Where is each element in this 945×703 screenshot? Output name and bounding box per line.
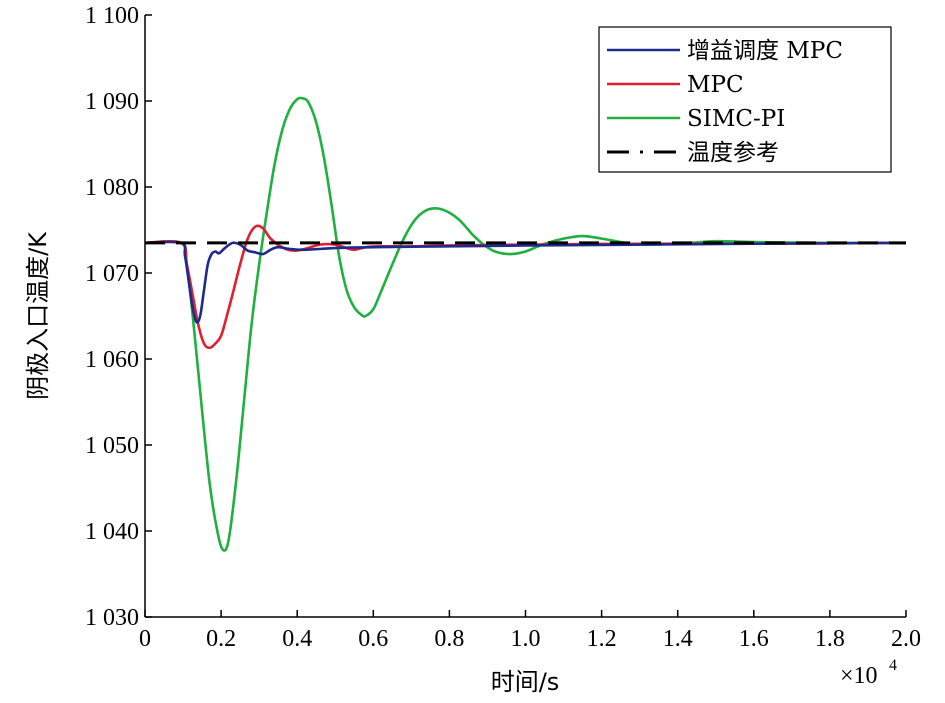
y-tick-label: 1 090 — [85, 89, 139, 115]
y-axis-title: 阴极入口温度/K — [24, 231, 52, 400]
x-tick-label: 1.6 — [739, 626, 769, 652]
y-tick-label: 1 070 — [85, 261, 139, 287]
y-tick-label: 1 100 — [85, 3, 139, 29]
legend-label-2: SIMC-PI — [687, 106, 785, 132]
x-multiplier-base: ×10 — [840, 663, 878, 689]
x-tick-label: 0 — [139, 626, 151, 652]
y-tick-label: 1 040 — [85, 519, 139, 545]
ticks: 0 0.2 0.4 0.6 0.8 1.0 1.2 1.4 1.6 1.8 2.0 1 030 1 04… — [85, 3, 921, 652]
x-tick-label: 2.0 — [891, 626, 921, 652]
x-tick-label: 0.4 — [282, 626, 312, 652]
y-tick-label: 1 050 — [85, 433, 139, 459]
x-tick-label: 1.2 — [587, 626, 617, 652]
series-layer — [144, 96, 907, 552]
legend-label-1: MPC — [687, 72, 744, 98]
x-axis-title: 时间/s — [491, 668, 560, 696]
x-tick-label: 1.8 — [815, 626, 845, 652]
x-tick-label: 0.8 — [434, 626, 464, 652]
y-tick-label: 1 080 — [85, 175, 139, 201]
legend-label-3: 温度参考 — [687, 140, 779, 166]
x-tick-label: 0.2 — [206, 626, 236, 652]
y-tick-label: 1 030 — [85, 605, 139, 631]
x-tick-label: 0.6 — [358, 626, 388, 652]
series-line-2 — [144, 96, 907, 552]
x-tick-label: 1.4 — [663, 626, 693, 652]
x-multiplier-exponent: 4 — [889, 657, 897, 674]
legend: 增益调度 MPC MPC SIMC-PI 温度参考 — [598, 26, 892, 173]
y-tick-label: 1 060 — [85, 347, 139, 373]
legend-label-0: 增益调度 MPC — [687, 38, 843, 64]
x-axis-multiplier: ×10 4 — [840, 657, 897, 689]
x-tick-label: 1.0 — [511, 626, 541, 652]
series-line-0 — [144, 240, 907, 324]
